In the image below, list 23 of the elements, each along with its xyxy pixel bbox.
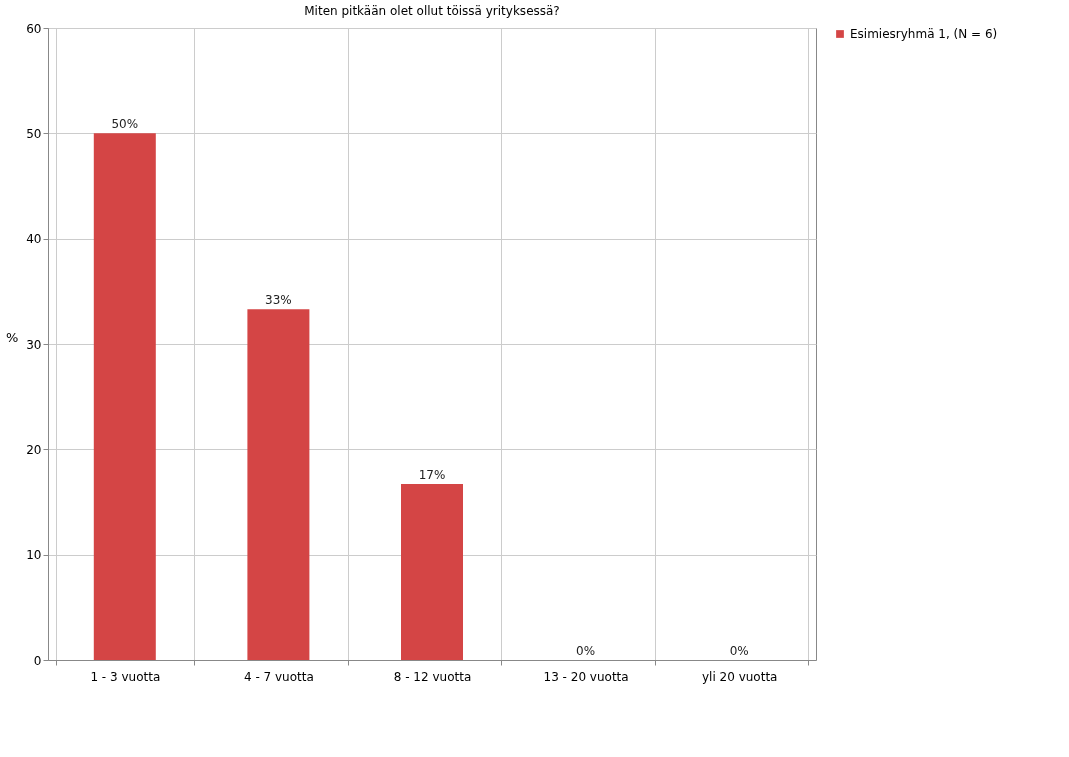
x-tick-label: 13 - 20 vuotta bbox=[543, 669, 629, 684]
x-tick-label: 4 - 7 vuotta bbox=[243, 669, 314, 684]
legend-label: Esimiesryhmä 1, (N = 6) bbox=[850, 27, 998, 41]
bar bbox=[93, 133, 156, 660]
chart-title: Miten pitkään olet ollut töissä yrityksessä? bbox=[304, 4, 560, 18]
y-tick-label: 50 bbox=[26, 126, 42, 141]
y-axis-title: % bbox=[6, 329, 19, 345]
bar bbox=[401, 484, 463, 660]
x-tick-label: yli 20 vuotta bbox=[701, 669, 778, 684]
y-tick-label: 20 bbox=[26, 442, 42, 457]
bar bbox=[247, 309, 310, 660]
y-tick-label: 0 bbox=[33, 653, 42, 668]
data-label: 17% bbox=[418, 468, 446, 483]
data-label: 0% bbox=[576, 644, 596, 658]
data-label: 33% bbox=[265, 293, 292, 308]
y-tick-label: 60 bbox=[26, 21, 42, 36]
y-tick-label: 30 bbox=[26, 337, 42, 352]
data-label: 0% bbox=[729, 644, 749, 658]
y-tick-label: 10 bbox=[26, 548, 42, 563]
x-tick-label: 1 - 3 vuotta bbox=[90, 669, 161, 684]
x-tick-label: 8 - 12 vuotta bbox=[393, 669, 472, 684]
y-tick-label: 40 bbox=[26, 232, 42, 247]
data-label: 50% bbox=[111, 117, 139, 132]
